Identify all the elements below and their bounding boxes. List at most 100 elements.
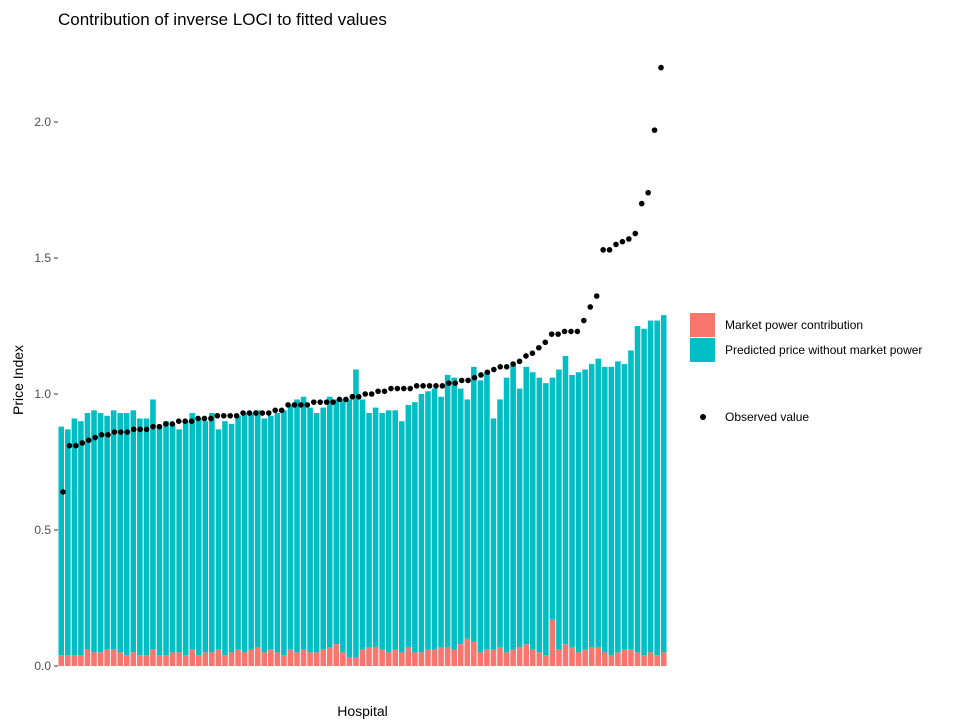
- bar-market-power: [268, 649, 274, 666]
- bar-predicted: [163, 421, 169, 656]
- observed-point: [227, 412, 233, 419]
- bar-predicted: [320, 407, 326, 650]
- observed-point: [111, 429, 118, 435]
- bar-market-power: [634, 652, 641, 666]
- observed-point: [439, 383, 446, 389]
- bar-predicted: [104, 415, 110, 650]
- bar-predicted: [78, 421, 84, 656]
- bar-market-power: [569, 646, 575, 666]
- bar-predicted: [137, 418, 143, 656]
- observed-point: [317, 399, 324, 405]
- observed-point: [304, 402, 311, 408]
- bar-predicted: [91, 410, 97, 653]
- bar-market-power: [215, 649, 222, 666]
- observed-point: [73, 442, 79, 449]
- bar-predicted: [196, 418, 202, 656]
- bar-predicted: [385, 410, 392, 653]
- bar-predicted: [326, 396, 333, 647]
- bar-predicted: [215, 429, 222, 650]
- observed-point: [150, 423, 156, 430]
- bar-predicted: [307, 407, 313, 653]
- bar-market-power: [582, 649, 588, 666]
- bar-predicted: [582, 369, 588, 650]
- bar-market-power: [78, 655, 84, 666]
- bar-market-power: [431, 649, 438, 666]
- bar-market-power: [294, 652, 300, 666]
- bar-predicted: [169, 423, 176, 653]
- observed-point: [433, 383, 439, 389]
- y-axis: 0.0 0.5 1.0 1.5 2.0: [34, 115, 58, 673]
- observed-point: [85, 437, 92, 444]
- observed-point: [561, 328, 568, 335]
- bar-market-power: [510, 649, 516, 666]
- bar-market-power: [150, 649, 156, 666]
- bar-predicted: [634, 326, 641, 653]
- bar-predicted: [444, 374, 451, 647]
- legend: Market power contribution Predicted pric…: [690, 312, 922, 424]
- bar-market-power: [523, 644, 529, 666]
- observed-point: [548, 331, 555, 337]
- observed-point: [195, 415, 201, 422]
- bar-predicted: [654, 320, 660, 656]
- bar-predicted: [608, 366, 615, 656]
- bar-market-power: [451, 649, 457, 666]
- observed-point: [130, 426, 137, 433]
- observed-point: [79, 440, 86, 446]
- observed-point: [484, 369, 491, 376]
- observed-point: [220, 412, 227, 419]
- observed-point: [542, 339, 549, 346]
- observed-point: [330, 399, 336, 405]
- legend-label-predicted: Predicted price without market power: [725, 342, 923, 357]
- bar-market-power: [196, 655, 202, 666]
- bar-market-power: [556, 649, 562, 666]
- observed-point: [92, 434, 98, 441]
- bar-market-power: [97, 652, 104, 666]
- bar-predicted: [359, 399, 366, 650]
- observed-point: [253, 410, 259, 416]
- bar-predicted: [248, 413, 254, 650]
- bar-market-power: [549, 619, 556, 666]
- bar-predicted: [274, 413, 281, 653]
- bar-market-power: [326, 646, 333, 666]
- observed-point: [510, 361, 516, 367]
- bar-predicted: [575, 372, 582, 653]
- observed-point: [452, 380, 459, 386]
- bar-predicted: [471, 366, 477, 642]
- bar-predicted: [510, 364, 516, 650]
- bar-market-power: [241, 652, 248, 666]
- bar-predicted: [556, 369, 562, 650]
- bar-predicted: [241, 413, 248, 653]
- bar-predicted: [97, 413, 104, 653]
- bar-market-power: [248, 649, 254, 666]
- bar-predicted: [71, 418, 78, 656]
- bar-market-power: [104, 649, 110, 666]
- bar-predicted: [503, 377, 510, 653]
- bar-predicted: [287, 404, 294, 650]
- bar-market-power: [169, 652, 176, 666]
- observed-point: [413, 383, 420, 389]
- bar-predicted: [123, 413, 130, 656]
- bar-market-power: [372, 646, 379, 666]
- points-layer: [60, 64, 664, 495]
- observed-point: [606, 247, 613, 253]
- bar-predicted: [182, 421, 189, 656]
- bar-market-power: [562, 644, 569, 666]
- observed-point: [259, 410, 266, 416]
- bar-market-power: [399, 652, 405, 666]
- observed-point: [98, 432, 105, 438]
- bar-market-power: [254, 646, 261, 666]
- bar-predicted: [110, 410, 117, 650]
- bar-market-power: [516, 646, 523, 666]
- bar-market-power: [602, 652, 608, 666]
- observed-point: [175, 418, 182, 425]
- bar-predicted: [477, 380, 484, 653]
- observed-point: [491, 366, 497, 373]
- bar-market-power: [287, 649, 294, 666]
- bar-predicted: [628, 350, 634, 650]
- bar-market-power: [425, 649, 431, 666]
- bar-predicted: [281, 410, 287, 656]
- observed-point: [137, 426, 143, 433]
- bar-predicted: [431, 388, 438, 650]
- bar-market-power: [412, 652, 418, 666]
